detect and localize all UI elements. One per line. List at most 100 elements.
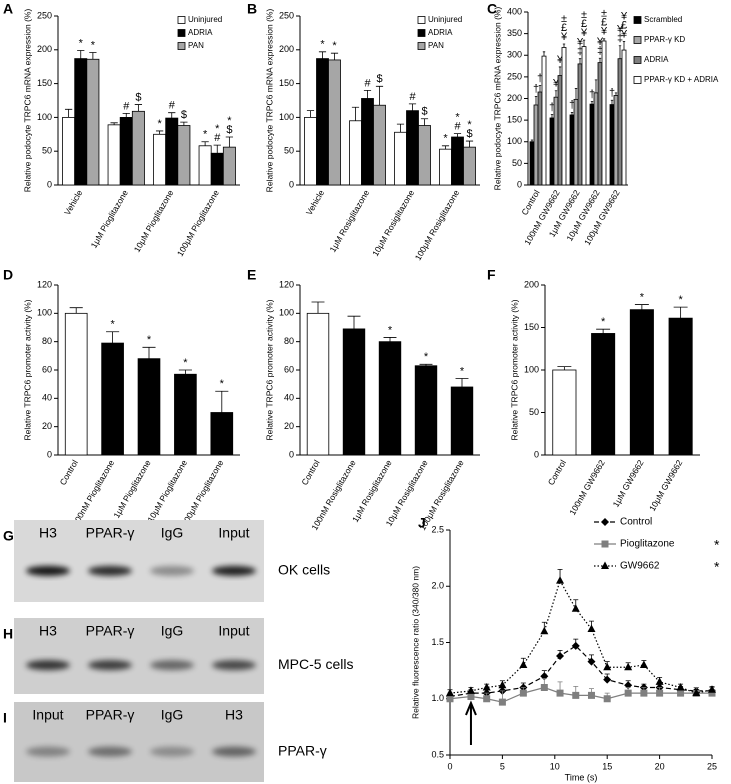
- significance-mark: †: [589, 88, 595, 100]
- significance-mark: *: [460, 365, 465, 377]
- legend-label: GW9662: [620, 561, 660, 572]
- blot-band: [26, 565, 70, 576]
- x-tick-label: Control: [546, 458, 568, 487]
- significance-mark: $: [135, 91, 141, 103]
- legend-swatch: [633, 76, 642, 84]
- significance-mark: #: [409, 91, 416, 103]
- legend-swatch: [633, 16, 642, 24]
- significance-mark: $: [181, 109, 187, 121]
- error-bar: [596, 328, 611, 334]
- error-bar: [455, 378, 469, 387]
- x-tick-label: 1μM Pioglitazone: [89, 188, 130, 250]
- panel-label: G: [3, 528, 14, 544]
- legend-label: Uninjured: [188, 15, 222, 24]
- marker: [601, 540, 609, 548]
- bar: [328, 59, 341, 186]
- bar: [451, 136, 464, 186]
- error-bar: [673, 306, 688, 319]
- significance-mark: £: [601, 17, 607, 29]
- y-tick-label: 100: [37, 112, 52, 122]
- data-line: [449, 686, 712, 703]
- bar: [601, 40, 607, 186]
- error-bar: [201, 141, 209, 146]
- bar: [569, 114, 575, 186]
- significance-mark: †: [609, 87, 615, 99]
- error-bar: [215, 390, 229, 413]
- x-tick-label: 10μM GW9662: [647, 458, 684, 513]
- marker: [692, 688, 701, 697]
- blot-background: [14, 520, 264, 602]
- error-bar: [582, 39, 586, 47]
- bar: [541, 55, 547, 186]
- lane-label: Input: [218, 525, 249, 541]
- x-axis-label: Time (s): [565, 772, 598, 782]
- marker: [603, 675, 612, 684]
- legend-swatch: [417, 16, 426, 24]
- bar: [306, 312, 330, 456]
- x-tick-label: 100μM Rosiglitazone: [413, 188, 462, 262]
- y-tick-label: 50: [512, 158, 522, 168]
- x-tick-label: 100nM GW9662: [567, 458, 607, 517]
- bar: [529, 141, 535, 186]
- lane-label: IgG: [161, 525, 184, 541]
- bar: [210, 152, 224, 186]
- blot-band: [150, 660, 194, 671]
- bar: [549, 117, 555, 186]
- x-tick-label: Vehicle: [304, 188, 327, 217]
- bar: [557, 75, 563, 186]
- error-bar: [554, 90, 558, 98]
- significance-mark: *: [467, 119, 472, 131]
- significance-mark: ¥: [556, 54, 564, 66]
- significance-mark: £: [621, 19, 627, 31]
- error-bar: [64, 108, 73, 118]
- significance-mark: †: [533, 83, 539, 95]
- marker: [519, 660, 528, 668]
- lane-label: IgG: [161, 707, 184, 723]
- error-bar: [178, 369, 192, 375]
- significance-mark: ¥: [616, 24, 624, 36]
- panel-label: I: [3, 710, 7, 726]
- significance-mark: #: [169, 100, 176, 112]
- y-axis-label: Relative podocyte TRPC6 mRNA expression …: [492, 7, 502, 191]
- error-bar: [122, 112, 130, 118]
- error-bar: [69, 307, 83, 314]
- lane-label: PPAR-γ: [86, 707, 135, 723]
- blot-label: OK cells: [278, 562, 330, 578]
- marker: [519, 689, 527, 697]
- significance-mark: #: [214, 132, 221, 144]
- y-tick-label: 50: [284, 146, 294, 156]
- x-tick-label: 1μM GW9662: [611, 458, 646, 509]
- bar: [222, 146, 236, 186]
- significance-mark: ±: [581, 9, 587, 21]
- y-tick-label: 200: [507, 93, 522, 103]
- error-bar: [213, 144, 221, 154]
- y-tick-label: 0: [534, 449, 539, 459]
- bar: [119, 117, 133, 186]
- bar: [74, 58, 88, 186]
- lane-label: Input: [218, 623, 249, 639]
- error-bar: [574, 88, 578, 100]
- marker: [640, 689, 648, 697]
- legend-swatch: [633, 36, 642, 44]
- significance-mark: #: [123, 100, 130, 112]
- panel-label: D: [3, 267, 13, 283]
- significance-mark: *: [227, 115, 232, 127]
- blot-label: PPAR-γ: [278, 742, 327, 758]
- marker: [601, 561, 609, 569]
- legend-label: PAN: [188, 41, 204, 50]
- y-tick-label: 150: [279, 78, 294, 88]
- marker: [603, 662, 612, 671]
- panel-label: F: [487, 267, 496, 283]
- y-tick-label: 100: [37, 308, 52, 318]
- x-tick-label: 10: [550, 761, 560, 771]
- significance-mark: ±: [601, 8, 607, 20]
- stimulus-arrow: [465, 700, 477, 745]
- error-bar: [550, 114, 554, 118]
- legend-label: Pioglitazone: [620, 539, 675, 550]
- marker: [639, 660, 648, 668]
- error-bar: [594, 79, 598, 93]
- error-bar: [634, 304, 649, 310]
- data-line: [449, 579, 713, 694]
- significance-mark: *: [79, 37, 84, 49]
- significance-mark: *: [714, 559, 720, 575]
